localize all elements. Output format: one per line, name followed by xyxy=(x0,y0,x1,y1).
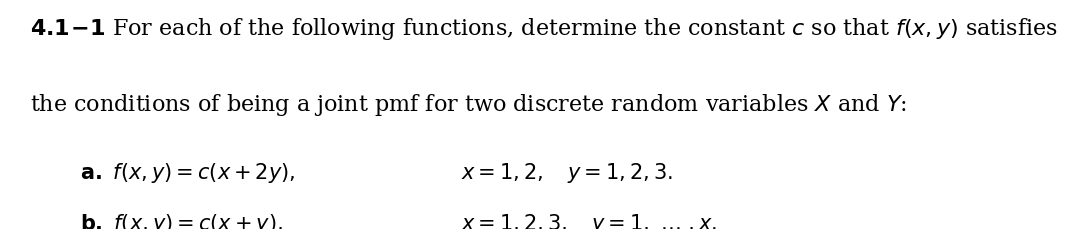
Text: $\mathbf{b.}$ $f(x, y) = c(x + y),$: $\mathbf{b.}$ $f(x, y) = c(x + y),$ xyxy=(80,211,283,229)
Text: $\mathbf{4.1\!-\!1}$ For each of the following functions, determine the constant: $\mathbf{4.1\!-\!1}$ For each of the fol… xyxy=(30,16,1058,42)
Text: $\mathbf{a.}$ $f(x, y) = c(x + 2y),$: $\mathbf{a.}$ $f(x, y) = c(x + 2y),$ xyxy=(80,160,296,184)
Text: the conditions of being a joint pmf for two discrete random variables $X$ and $Y: the conditions of being a joint pmf for … xyxy=(30,92,907,117)
Text: $x = 1, 2, 3,$   $y = 1,\ \ldots\ , x.$: $x = 1, 2, 3,$ $y = 1,\ \ldots\ , x.$ xyxy=(461,211,718,229)
Text: $x = 1, 2,$   $y = 1, 2, 3.$: $x = 1, 2,$ $y = 1, 2, 3.$ xyxy=(461,160,674,184)
